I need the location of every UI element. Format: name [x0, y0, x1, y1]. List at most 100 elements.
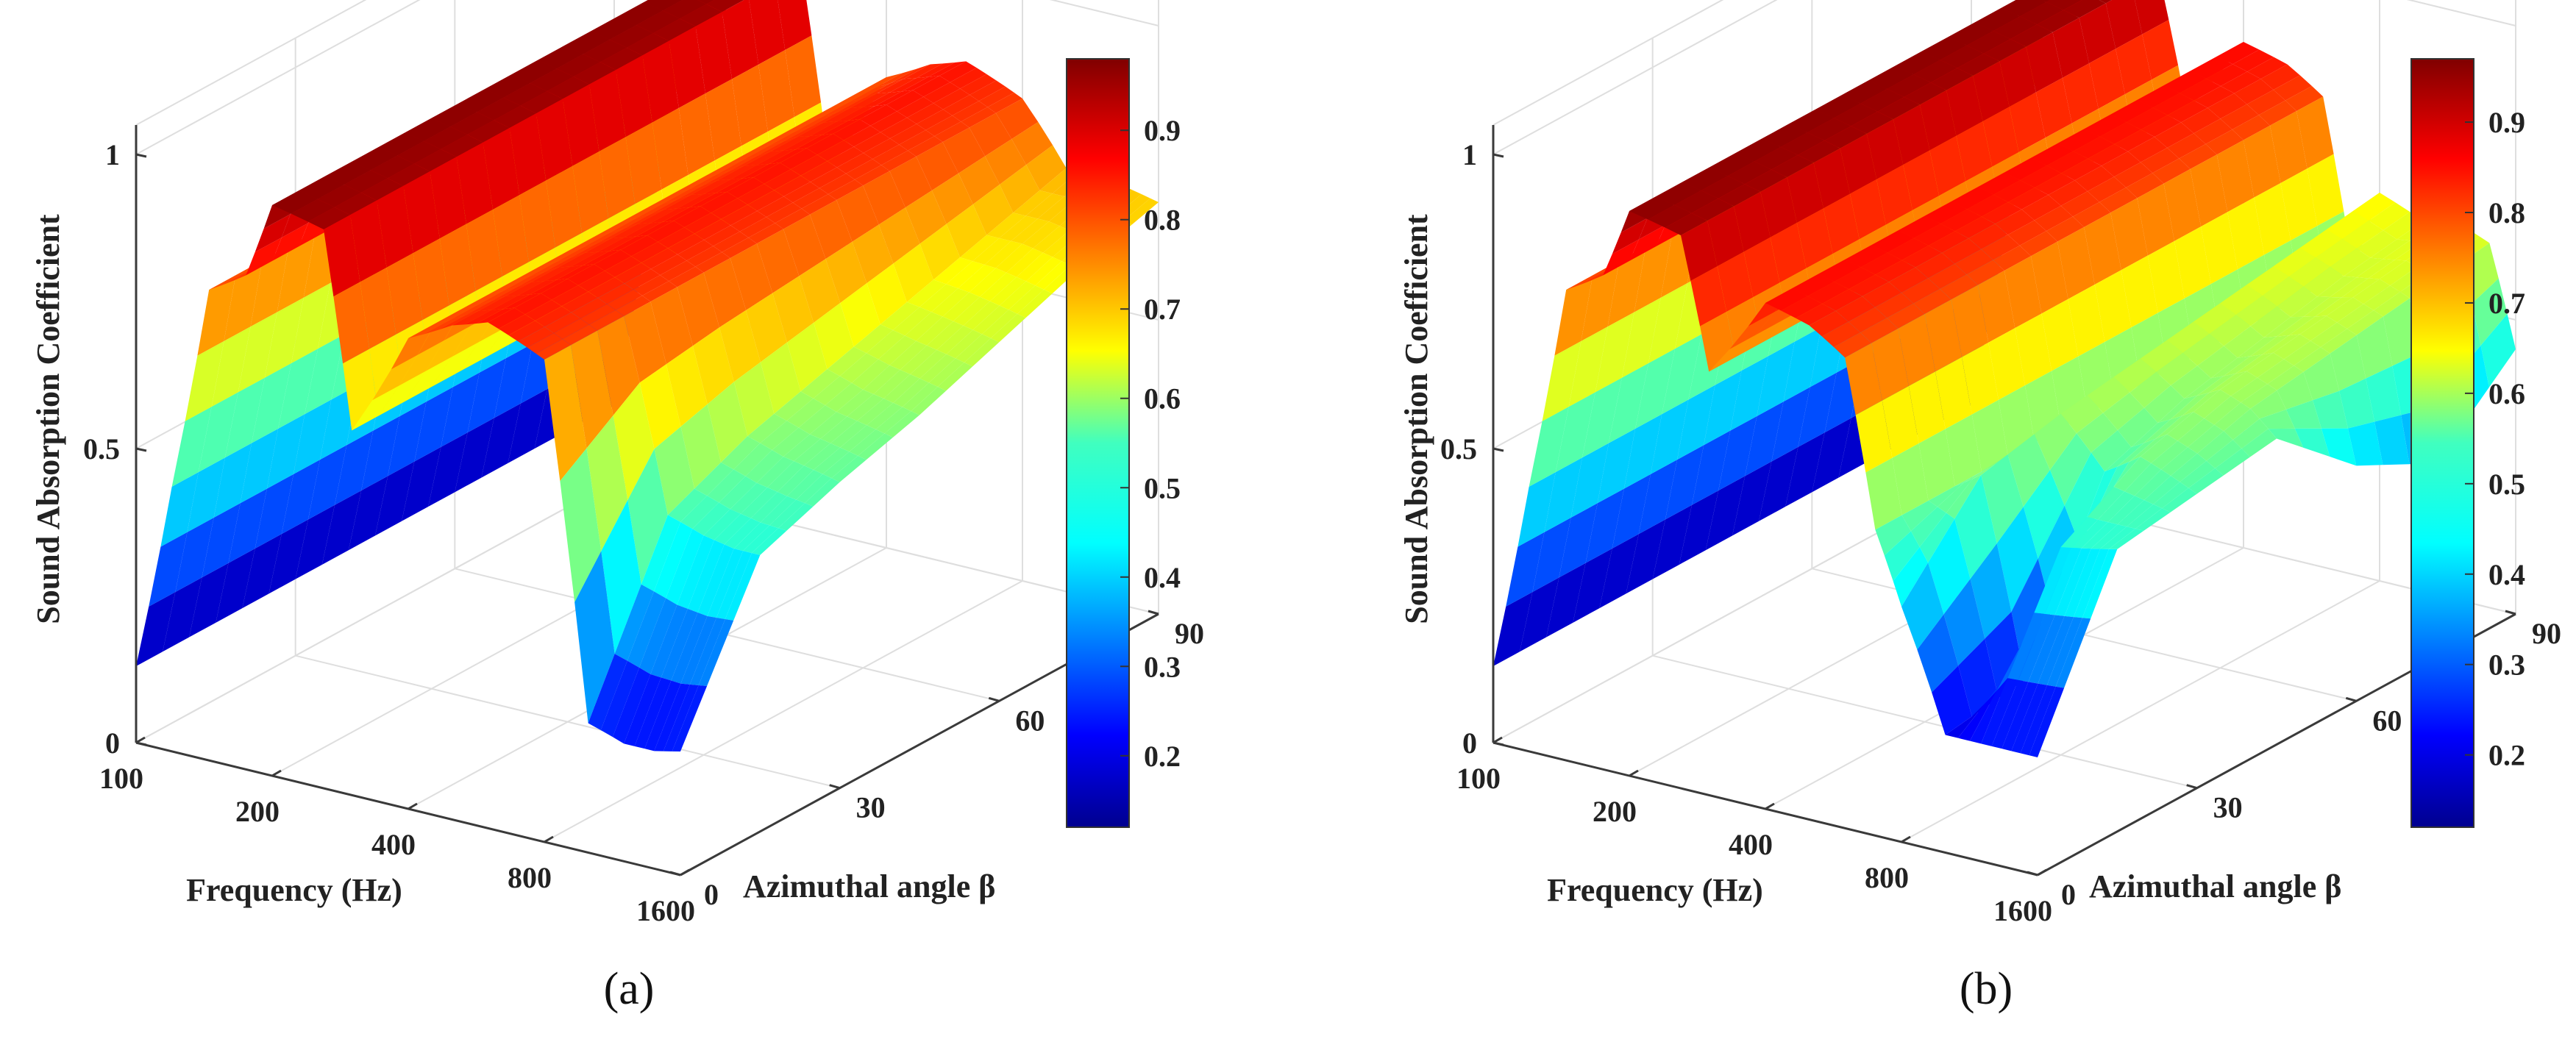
- panel-a-surface-patch: [669, 266, 704, 288]
- panel-a-surface-patch: [653, 18, 696, 41]
- panel-b-surface-patch: [1845, 245, 1887, 268]
- panel-a-surface-patch: [684, 213, 722, 234]
- panel-b-surface-patch: [2341, 278, 2380, 298]
- panel-b-surface-patch: [1875, 260, 1916, 282]
- panel-b-surface-patch: [2020, 685, 2056, 756]
- panel-b-surface-patch: [2055, 618, 2091, 688]
- panel-a-surface-patch: [567, 264, 605, 286]
- panel-a-surface-patch: [1006, 248, 1044, 277]
- panel-a-surface-patch: [636, 199, 678, 218]
- panel-a-surface-patch: [733, 522, 770, 551]
- panel-b-surface-patch: [1783, 326, 1821, 402]
- panel-b-surface-patch: [1581, 260, 1620, 341]
- panel-b-surface-patch: [1860, 318, 1899, 343]
- panel-a-surface-patch: [760, 496, 797, 526]
- panel-a-surface-patch: [1026, 145, 1067, 190]
- panel-b-surface-patch: [1754, 146, 1798, 170]
- panel-a-surface-patch: [187, 457, 225, 532]
- panel-a-surface-patch: [160, 472, 199, 547]
- panel-a-surface-patch: [721, 204, 758, 226]
- panel-b-surface-patch: [2034, 205, 2073, 232]
- panel-a-surface-patch: [1035, 261, 1071, 290]
- panel-a-surface-patch: [880, 301, 920, 330]
- panel-b-surface-patch: [1871, 230, 1914, 253]
- panel-a-surface-patch: [378, 132, 424, 156]
- panel-a-surface-patch: [1123, 198, 1159, 225]
- panel-b-surface-patch: [2124, 463, 2162, 496]
- panel-b-surface-patch: [1868, 65, 1914, 90]
- panel-b-surface-patch: [2280, 168, 2318, 240]
- panel-a-surface-patch: [562, 324, 598, 346]
- panel-b-colorbar-tick-label: 0.4: [2488, 558, 2525, 591]
- panel-b-surface-patch: [1904, 82, 1947, 105]
- panel-a-colorbar-tick-label: 0.7: [1144, 293, 1181, 326]
- panel-a-surface-patch: [867, 263, 907, 325]
- panel-a-surface-patch: [790, 154, 828, 176]
- panel-b-surface-patch: [2296, 96, 2334, 169]
- panel-a-colorbar-tick-label: 0.3: [1144, 650, 1181, 683]
- panel-a-surface-patch: [963, 301, 1000, 330]
- panel-b-surface-patch: [2366, 365, 2402, 422]
- panel-a-surface-patch: [972, 305, 1009, 335]
- panel-b-surface-patch: [2250, 390, 2286, 419]
- panel-a-surface-patch: [197, 275, 236, 356]
- panel-b-surface-patch: [2140, 434, 2178, 463]
- panel-a-surface-patch: [719, 476, 757, 510]
- panel-a-surface-patch: [386, 253, 423, 335]
- panel-a-surface-patch: [272, 223, 308, 261]
- panel-a-surface-patch: [824, 107, 864, 123]
- panel-b-surface-patch: [2117, 407, 2158, 448]
- panel-b-surface-patch: [1732, 461, 1772, 536]
- panel-a-surface-patch: [591, 16, 636, 40]
- panel-b-surface-patch: [2312, 390, 2348, 429]
- panel-b-surface-patch: [1882, 386, 1919, 458]
- panel-a-surface-patch: [813, 376, 852, 406]
- panel-a-gridline: [135, 481, 615, 743]
- panel-b-surface-patch: [1932, 665, 1972, 735]
- panel-b-surface-patch: [1851, 111, 1893, 134]
- panel-a-surface-patch: [391, 324, 435, 370]
- panel-b-surface-patch: [1634, 232, 1673, 313]
- panel-a-surface-patch: [703, 178, 743, 194]
- panel-a-surface-patch: [774, 175, 811, 197]
- panel-b-surface-patch: [1956, 121, 1993, 182]
- panel-b-surface-patch: [2087, 376, 2130, 413]
- panel-b-surface-patch: [1744, 169, 1787, 192]
- panel-a-surface-patch: [494, 343, 533, 418]
- panel-b-surface-patch: [2241, 384, 2277, 409]
- panel-a-surface-patch: [408, 319, 451, 338]
- panel-a-surface-patch: [703, 257, 747, 328]
- panel-b-surface-patch: [1566, 271, 1607, 290]
- panel-b-surface-patch: [2190, 56, 2233, 79]
- panel-b-surface: [1493, 0, 2516, 757]
- panel-b-surface-patch: [1958, 638, 1999, 717]
- panel-a-surface-patch: [423, 126, 468, 149]
- panel-b-surface-patch: [2317, 276, 2357, 298]
- panel-b-surface-patch: [2303, 353, 2340, 401]
- panel-a-surface-patch: [627, 591, 666, 668]
- panel-b-surface-patch: [1665, 445, 1704, 520]
- panel-b-surface-patch: [1865, 457, 1902, 530]
- panel-a-surface-patch: [792, 188, 828, 209]
- panel-b-surface-patch: [1940, 209, 1982, 232]
- panel-a-surface-patch: [783, 214, 826, 276]
- panel-b-surface-patch: [2258, 100, 2297, 126]
- panel-b-surface-patch: [1822, 289, 1862, 311]
- panel-a-surface-patch: [650, 604, 688, 678]
- panel-a-surface-patch: [810, 200, 853, 260]
- panel-b-surface-patch: [2262, 334, 2300, 355]
- panel-a-y-tick-mark: [669, 871, 681, 876]
- panel-b-surface-patch: [1954, 474, 1997, 579]
- panel-a-surface-patch: [833, 88, 876, 107]
- panel-a-surface-patch: [625, 122, 662, 204]
- panel-b-surface-patch: [1875, 293, 1914, 318]
- panel-a-surface-patch: [890, 64, 931, 84]
- panel-b-surface-patch: [1690, 266, 1727, 326]
- panel-a-surface-patch: [560, 448, 602, 603]
- panel-a-surface-patch: [216, 548, 255, 623]
- panel-a-surface-patch: [541, 279, 578, 300]
- panel-b-surface-patch: [2356, 230, 2397, 258]
- panel-a-surface-patch: [706, 0, 744, 13]
- panel-a-x-tick-label: 200: [235, 795, 280, 828]
